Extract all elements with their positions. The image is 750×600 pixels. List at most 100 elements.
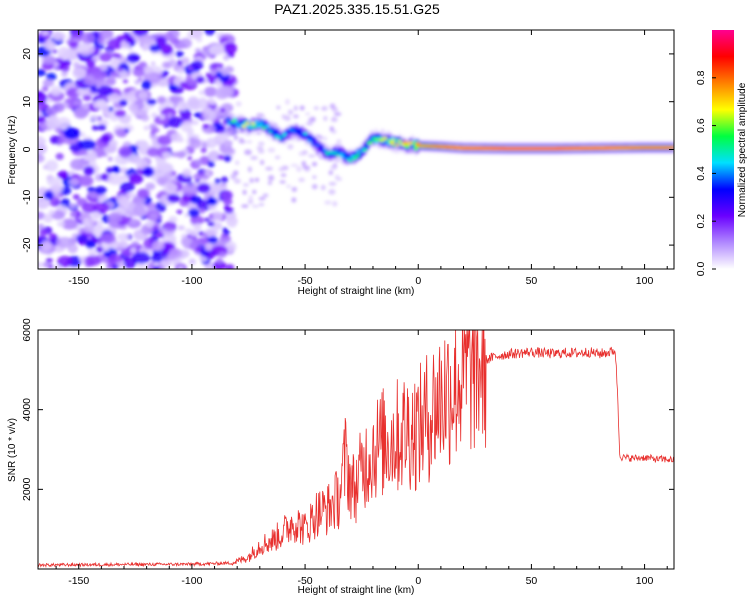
heatmap-noise-cell — [151, 253, 163, 263]
heatmap-noise-cell — [82, 95, 92, 101]
heatmap-noise-cell — [81, 202, 98, 214]
snr-xlabel: Height of straight line (km) — [298, 585, 415, 596]
heatmap-noise-cell — [180, 121, 192, 132]
heatmap-noise-cell — [132, 252, 151, 264]
heatmap-noise-cell — [204, 170, 211, 177]
heatmap-noise-cell — [176, 151, 186, 159]
heatmap-noise-cell — [250, 155, 258, 160]
heatmap-noise-cell — [107, 156, 113, 162]
heatmap-ridge-cell — [334, 149, 339, 153]
heatmap-noise-cell — [168, 248, 183, 259]
heatmap-noise-cell — [259, 159, 265, 165]
heatmap-ridge-cell — [350, 154, 355, 158]
heatmap-noise-cell — [108, 212, 123, 224]
heatmap-noise-cell — [285, 98, 290, 105]
heatmap-noise-cell — [235, 160, 240, 166]
heatmap-noise-cell — [207, 97, 215, 104]
heatmap-noise-cell — [188, 258, 196, 265]
heatmap-noise-cell — [152, 265, 160, 269]
heatmap-noise-cell — [41, 240, 52, 252]
heatmap-noise-cell — [207, 160, 215, 168]
heatmap-noise-cell — [38, 154, 43, 160]
heatmap-noise-cell — [280, 173, 287, 177]
snr-xtick-label: 100 — [636, 575, 654, 587]
heatmap-noise-cell — [38, 116, 46, 124]
heatmap-noise-cell — [220, 108, 226, 113]
heatmap-noise-cell — [109, 241, 119, 249]
heatmap-xtick-label: 50 — [526, 275, 538, 287]
heatmap-noise-cell — [43, 190, 54, 201]
snr-ytick-label: 6000 — [21, 318, 33, 342]
heatmap-noise-cell — [286, 184, 292, 189]
heatmap-noise-cell — [85, 59, 96, 69]
heatmap-noise-cell — [128, 66, 135, 72]
heatmap-noise-cell — [200, 147, 207, 154]
heatmap-noise-cell — [92, 202, 110, 214]
heatmap-noise-cell — [224, 264, 235, 269]
heatmap-noise-cell — [284, 115, 291, 122]
heatmap-noise-cell — [241, 204, 249, 208]
snr-ylabel: SNR (10 * v/v) — [7, 418, 18, 482]
heatmap-xtick-label: -50 — [297, 275, 312, 287]
heatmap-noise-cell — [126, 95, 133, 102]
heatmap-noise-cell — [291, 186, 298, 192]
heatmap-noise-cell — [204, 30, 216, 36]
heatmap-noise-cell — [267, 175, 275, 181]
heatmap-noise-cell — [46, 98, 53, 103]
snr-panel: -150 -100 -50 0 50 100 2000 4000 6000 Height of… — [7, 318, 675, 596]
heatmap-noise-cell — [129, 247, 137, 254]
heatmap-ridge-cell — [261, 126, 267, 130]
heatmap-noise-cell — [135, 158, 148, 170]
heatmap-noise-cell — [290, 163, 299, 167]
heatmap-noise-cell — [313, 106, 319, 111]
heatmap-noise-cell — [247, 166, 253, 173]
heatmap-noise-cell — [251, 204, 260, 208]
heatmap-noise-cell — [203, 86, 218, 97]
heatmap-noise-cell — [114, 109, 127, 118]
heatmap-noise-cell — [245, 140, 253, 144]
heatmap-noise-cell — [205, 137, 218, 149]
heatmap-noise-cell — [176, 60, 183, 66]
heatmap-noise-cell — [151, 240, 165, 251]
heatmap-noise-cell — [186, 131, 195, 139]
heatmap-noise-cell — [55, 236, 74, 248]
heatmap-noise-cell — [328, 189, 336, 195]
heatmap-noise-cell — [93, 70, 107, 80]
heatmap-noise-cell — [198, 90, 206, 96]
heatmap-ridge-cell — [330, 153, 335, 157]
heatmap-noise-cell — [224, 142, 230, 147]
snr-series-line — [38, 330, 674, 568]
heatmap-noise-cell — [298, 177, 305, 183]
heatmap-noise-cell — [186, 32, 195, 39]
heatmap-noise-cell — [199, 208, 206, 214]
heatmap-noise-cell — [98, 30, 114, 39]
heatmap-noise-cell — [86, 186, 96, 193]
heatmap-noise-cell — [177, 69, 185, 75]
colorbar-tick-label: 0.4 — [695, 166, 707, 181]
heatmap-noise-cell — [38, 197, 44, 202]
heatmap-noise-cell — [97, 124, 107, 131]
heatmap-xtick-label: -100 — [181, 275, 202, 287]
heatmap-noise-cell — [107, 38, 125, 50]
heatmap-noise-cell — [163, 101, 171, 106]
snr-x-axis: -150 -100 -50 0 50 100 — [55, 330, 668, 587]
heatmap-noise-cell — [118, 145, 132, 158]
heatmap-ridge-cell — [393, 138, 399, 142]
heatmap-ridge-cell — [303, 131, 308, 136]
heatmap-noise-cell — [331, 116, 337, 121]
heatmap-ytick-label: 10 — [21, 96, 33, 108]
heatmap-ridge-cell — [317, 144, 323, 148]
heatmap-noise-cell — [302, 150, 308, 155]
heatmap-noise-cell — [143, 125, 150, 131]
heatmap-noise-cell — [176, 209, 183, 215]
colorbar-tick-label: 0.6 — [695, 118, 707, 133]
colorbar-label: Normalized spectral amplitude — [737, 82, 748, 217]
heatmap-ridge-cell — [252, 125, 258, 129]
heatmap-noise-cell — [78, 149, 89, 156]
heatmap-noise-cell — [49, 196, 61, 207]
heatmap-noise-cell — [199, 155, 211, 166]
heatmap-noise-cell — [203, 111, 217, 122]
heatmap-noise-cell — [107, 93, 122, 103]
heatmap-ridge-cell — [364, 145, 370, 149]
heatmap-noise-cell — [194, 48, 202, 54]
